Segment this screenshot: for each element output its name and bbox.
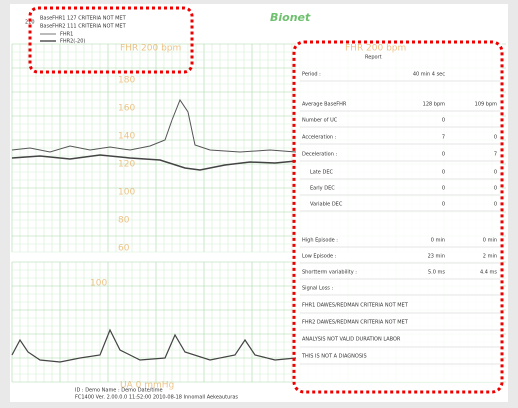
row-label: Late DEC bbox=[310, 170, 333, 176]
top-value: 210 bbox=[25, 20, 35, 26]
row-label: Shortterm variability : bbox=[302, 270, 357, 276]
scale-label: 160 bbox=[118, 104, 135, 114]
row-value: 0 bbox=[494, 135, 497, 141]
row-value: 0 bbox=[442, 202, 445, 208]
fhr1-trace bbox=[11, 98, 297, 153]
row-value: 0 min bbox=[483, 238, 497, 244]
row-value: 5.0 ms bbox=[428, 270, 445, 276]
message: FHR2 DAWES/REDMAN CRITERIA NOT MET bbox=[302, 320, 409, 326]
row-value: 0 bbox=[442, 152, 445, 158]
row-value: 4.4 ms bbox=[480, 270, 497, 276]
row-label: Average BaseFHR bbox=[302, 102, 347, 108]
footer-line: FC1400 Ver. 2.00.0.0 11:52:00 2010-08-18… bbox=[75, 395, 238, 401]
ua-watermark: UA 0 mmHg bbox=[120, 381, 174, 391]
row-value: 7 bbox=[442, 135, 445, 141]
report-watermark: FHR 200 bpm bbox=[345, 44, 406, 54]
report: Period : 40 min 4 sec Average BaseFHR 128 b… bbox=[300, 72, 500, 365]
scale-label: 140 bbox=[118, 132, 135, 142]
message: ANALYSIS NOT VALID DURATION LABOR bbox=[302, 337, 401, 343]
scale-label: 80 bbox=[118, 216, 130, 226]
row-value: 23 min bbox=[428, 254, 445, 260]
scale-label: 100 bbox=[118, 188, 135, 198]
legend-label: FHR2(-20) bbox=[60, 39, 85, 45]
row-value: 0 bbox=[494, 170, 497, 176]
fhr-scale: 180 160 140 120 100 80 60 bbox=[118, 76, 135, 254]
row-label: Signal Loss : bbox=[302, 286, 334, 292]
header-line: BaseFHR2 111 CRITERIA NOT MET bbox=[40, 24, 127, 30]
row-value: 0 bbox=[494, 202, 497, 208]
report-title: Report bbox=[365, 55, 382, 61]
fhr2-trace bbox=[11, 154, 297, 171]
row-label: Variable DEC bbox=[310, 202, 343, 208]
row-label: Period : bbox=[302, 72, 321, 78]
legend-label: FHR1 bbox=[60, 32, 73, 38]
scale-label: 120 bbox=[118, 160, 135, 170]
row-value: 0 bbox=[442, 170, 445, 176]
ua-scale: 100 bbox=[90, 279, 107, 289]
highlight-box bbox=[28, 6, 194, 74]
highlight-box bbox=[292, 40, 504, 394]
ua-trace bbox=[11, 328, 297, 363]
row-value: 109 bpm bbox=[475, 102, 497, 108]
row-label: Early DEC bbox=[310, 186, 335, 192]
header-line: BaseFHR1 127 CRITERIA NOT MET bbox=[40, 16, 127, 22]
row-value: 2 min bbox=[483, 254, 497, 260]
row-value: 0 bbox=[442, 186, 445, 192]
logo: Bionet bbox=[270, 11, 311, 24]
scale-label: 60 bbox=[118, 244, 130, 254]
footer-line: ID : Demo Name : Demo Date/time bbox=[75, 388, 163, 394]
fhr-watermark: FHR 200 bpm bbox=[120, 44, 181, 54]
row-label: Acceleration : bbox=[302, 135, 337, 141]
row-value: 7 bbox=[494, 152, 497, 158]
message: FHR1 DAWES/REDMAN CRITERIA NOT MET bbox=[302, 303, 409, 309]
row-label: Number of UC bbox=[302, 118, 338, 124]
row-value: 0 bbox=[494, 186, 497, 192]
message: THIS IS NOT A DIAGNOSIS bbox=[301, 354, 367, 360]
scale-label: 180 bbox=[118, 76, 135, 86]
row-value: 0 min bbox=[431, 238, 445, 244]
report-panel bbox=[296, 42, 502, 382]
row-label: Low Episode : bbox=[302, 254, 337, 260]
row-label: Deceleration : bbox=[302, 152, 338, 158]
row-label: High Episode : bbox=[302, 238, 338, 244]
row-value: 128 bpm bbox=[423, 102, 445, 108]
row-value: 0 bbox=[442, 118, 445, 124]
row-value: 40 min 4 sec bbox=[413, 72, 445, 78]
